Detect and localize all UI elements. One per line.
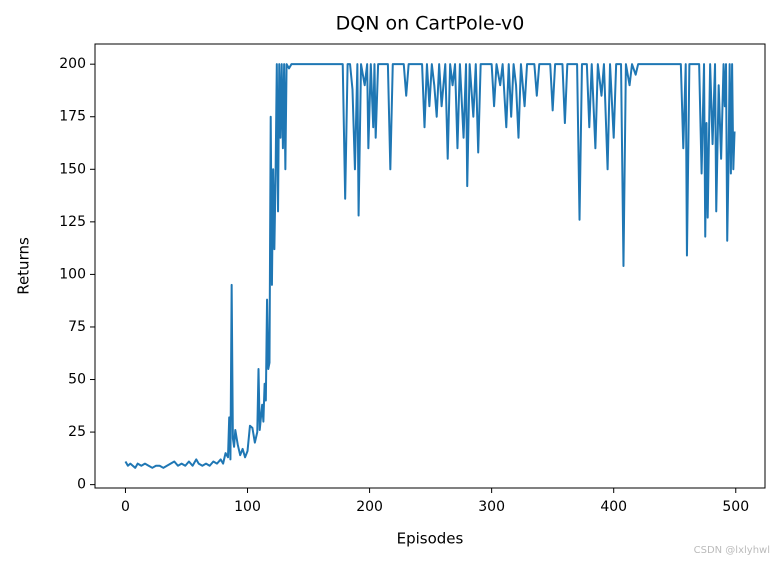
x-tick-label: 500 — [722, 499, 749, 515]
y-tick-label: 200 — [59, 56, 86, 72]
y-tick-label: 100 — [59, 266, 86, 282]
x-tick-label: 300 — [478, 499, 505, 515]
y-tick-label: 0 — [77, 477, 86, 493]
y-tick-label: 175 — [59, 109, 86, 125]
y-tick-label: 75 — [68, 319, 86, 335]
y-axis-label: Returns — [15, 237, 33, 295]
x-tick-label: 100 — [234, 499, 261, 515]
plot-frame — [94, 43, 766, 489]
y-tick-label: 150 — [59, 161, 86, 177]
y-tick-label: 25 — [68, 424, 86, 440]
y-tick-label: 50 — [68, 372, 86, 388]
x-tick-label: 400 — [600, 499, 627, 515]
x-tick-label: 200 — [356, 499, 383, 515]
y-tick-label: 125 — [59, 214, 86, 230]
watermark: CSDN @lxlyhwl — [694, 545, 770, 556]
chart-title: DQN on CartPole-v0 — [336, 13, 525, 35]
x-tick-label: 0 — [121, 499, 130, 515]
x-axis-label: Episodes — [397, 530, 464, 548]
data-line — [124, 63, 736, 469]
